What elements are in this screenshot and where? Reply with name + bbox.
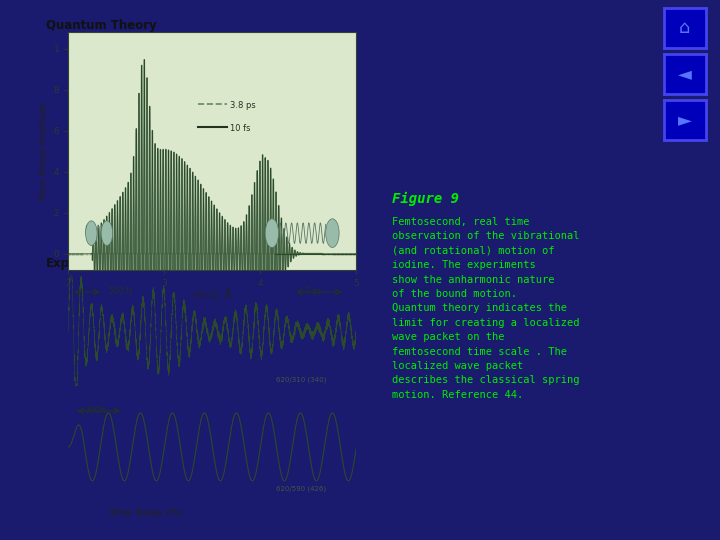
Text: 10 fs: 10 fs <box>230 124 250 133</box>
Text: ⌂: ⌂ <box>679 19 690 37</box>
Text: Experimental: Experimental <box>46 258 134 271</box>
Text: 3 ps: 3 ps <box>305 287 320 296</box>
Y-axis label: Wave Packet Amplitude: Wave Packet Amplitude <box>39 102 48 201</box>
Text: 500 fs: 500 fs <box>109 287 132 296</box>
Text: 620/310 (340): 620/310 (340) <box>276 377 326 383</box>
Text: Quantum Theory: Quantum Theory <box>46 19 157 32</box>
Circle shape <box>265 219 279 247</box>
Circle shape <box>86 221 97 245</box>
Text: ◄: ◄ <box>678 65 692 83</box>
Text: 620/590 (426): 620/590 (426) <box>276 485 326 492</box>
Text: 300fs: 300fs <box>86 406 107 415</box>
Circle shape <box>325 219 339 247</box>
Text: 3.8 ps: 3.8 ps <box>230 101 256 110</box>
Text: ►: ► <box>678 111 692 129</box>
Text: Figure 9: Figure 9 <box>392 192 459 206</box>
X-axis label: r(I–I), Å: r(I–I), Å <box>194 289 231 301</box>
Circle shape <box>101 221 112 245</box>
Text: Time Delay (fs): Time Delay (fs) <box>108 508 182 518</box>
Text: Femtosecond, real time
observation of the vibrational
(and rotational) motion of: Femtosecond, real time observation of th… <box>392 217 580 400</box>
